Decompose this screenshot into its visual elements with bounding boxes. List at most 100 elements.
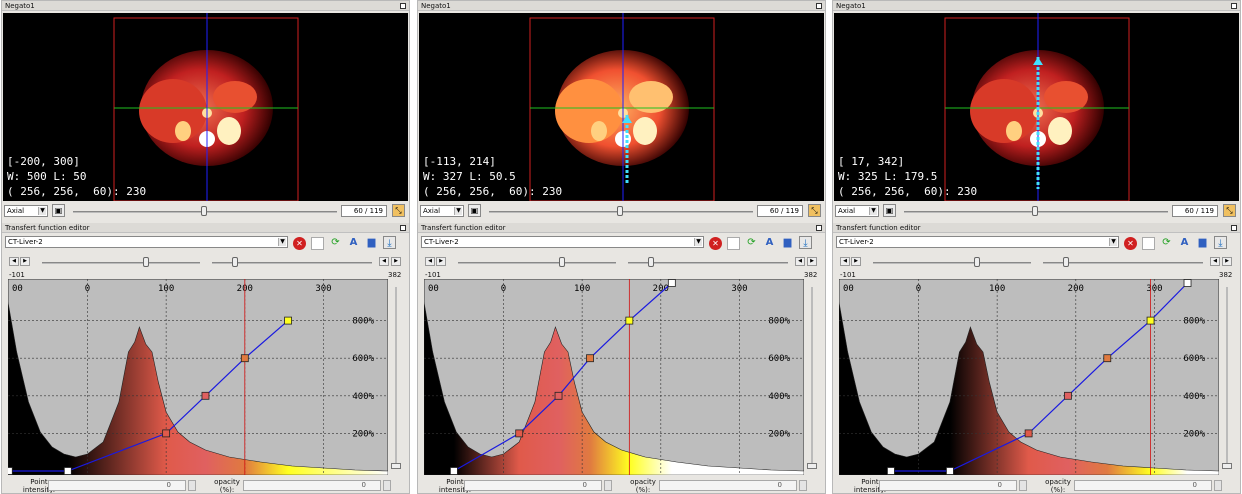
tf-level-slider[interactable] xyxy=(212,262,372,264)
save-icon[interactable]: ▆ xyxy=(367,237,376,248)
preset-value: CT-Liver-2 xyxy=(839,238,874,246)
negato-view[interactable]: [ 17, 342] W: 325 L: 179.5 ( 256, 256, 6… xyxy=(834,13,1239,201)
reset-view-icon[interactable]: ⤡ xyxy=(392,204,405,217)
camera-icon[interactable]: ▣ xyxy=(52,204,65,217)
range-min: -101 xyxy=(425,271,441,279)
refresh-icon[interactable]: ⟳ xyxy=(747,237,756,248)
opacity-range-slider[interactable] xyxy=(1226,287,1228,467)
scroll-right-icon[interactable]: ▶ xyxy=(1222,257,1232,266)
opacity-spinner[interactable] xyxy=(1214,480,1222,491)
opacity-field[interactable]: 0 xyxy=(243,480,381,491)
window-level-text: W: 327 L: 50.5 xyxy=(423,170,516,183)
chevron-down-icon: ▼ xyxy=(1109,238,1117,246)
scroll-right-icon[interactable]: ▶ xyxy=(807,257,817,266)
tf-window-slider-thumb[interactable] xyxy=(974,257,980,267)
tf-title: Transfert function editor xyxy=(836,224,921,232)
negato-view[interactable]: [-200, 300] W: 500 L: 50 ( 256, 256, 60)… xyxy=(3,13,408,201)
opacity-range-thumb[interactable] xyxy=(1222,463,1232,469)
opacity-spinner[interactable] xyxy=(383,480,391,491)
save-icon[interactable]: ▆ xyxy=(783,237,792,248)
new-file-icon[interactable] xyxy=(1142,237,1155,250)
orientation-select[interactable]: Axial ▼ xyxy=(835,205,879,217)
point-intensity-spinner[interactable] xyxy=(188,480,196,491)
tf-level-slider-thumb[interactable] xyxy=(1063,257,1069,267)
scroll-right-icon[interactable]: ▶ xyxy=(20,257,30,266)
scroll-left-icon[interactable]: ◀ xyxy=(379,257,389,266)
new-file-icon[interactable] xyxy=(727,237,740,250)
dock-icon[interactable] xyxy=(1231,225,1237,231)
point-intensity-field[interactable]: 0 xyxy=(48,480,186,491)
save-icon[interactable]: ▆ xyxy=(1198,237,1207,248)
preset-select[interactable]: CT-Liver-2 ▼ xyxy=(421,236,704,248)
scroll-left-icon[interactable]: ◀ xyxy=(425,257,435,266)
opacity-range-thumb[interactable] xyxy=(807,463,817,469)
refresh-icon[interactable]: ⟳ xyxy=(1162,237,1171,248)
import-icon[interactable]: ⤓ xyxy=(383,236,396,249)
rename-icon[interactable]: A xyxy=(349,237,358,248)
tf-window-slider[interactable] xyxy=(42,262,200,264)
transfer-point xyxy=(8,467,13,475)
overlay-text: [-113, 214] W: 327 L: 50.5 ( 256, 256, 6… xyxy=(423,154,562,199)
dock-icon[interactable] xyxy=(816,3,822,9)
rename-icon[interactable]: A xyxy=(1180,237,1189,248)
delete-icon[interactable]: ✕ xyxy=(709,237,722,250)
opacity-range-slider[interactable] xyxy=(811,287,813,467)
slice-slider-thumb[interactable] xyxy=(201,206,207,216)
dock-icon[interactable] xyxy=(816,225,822,231)
tf-level-slider-thumb[interactable] xyxy=(648,257,654,267)
rename-icon[interactable]: A xyxy=(765,237,774,248)
scroll-right-icon[interactable]: ▶ xyxy=(391,257,401,266)
opacity-field[interactable]: 0 xyxy=(659,480,797,491)
scroll-right-icon[interactable]: ▶ xyxy=(851,257,861,266)
x-tick-label: 00 xyxy=(12,284,23,294)
slice-slider-thumb[interactable] xyxy=(1032,206,1038,216)
transfer-point xyxy=(1146,316,1155,325)
scroll-right-icon[interactable]: ▶ xyxy=(436,257,446,266)
new-file-icon[interactable] xyxy=(311,237,324,250)
preset-select[interactable]: CT-Liver-2 ▼ xyxy=(836,236,1119,248)
scroll-left-icon[interactable]: ◀ xyxy=(840,257,850,266)
reset-view-icon[interactable]: ⤡ xyxy=(808,204,821,217)
opacity-range-thumb[interactable] xyxy=(391,463,401,469)
opacity-spinner[interactable] xyxy=(799,480,807,491)
opacity-field[interactable]: 0 xyxy=(1074,480,1212,491)
scroll-left-icon[interactable]: ◀ xyxy=(1210,257,1220,266)
view-frame xyxy=(529,17,715,201)
dock-icon[interactable] xyxy=(400,225,406,231)
tf-window-slider-thumb[interactable] xyxy=(559,257,565,267)
dock-icon[interactable] xyxy=(400,3,406,9)
camera-icon[interactable]: ▣ xyxy=(883,204,896,217)
delete-icon[interactable]: ✕ xyxy=(293,237,306,250)
reset-view-icon[interactable]: ⤡ xyxy=(1223,204,1236,217)
preset-select[interactable]: CT-Liver-2 ▼ xyxy=(5,236,288,248)
camera-icon[interactable]: ▣ xyxy=(468,204,481,217)
scroll-left-icon[interactable]: ◀ xyxy=(9,257,19,266)
scroll-left-icon[interactable]: ◀ xyxy=(795,257,805,266)
tf-window-slider[interactable] xyxy=(873,262,1031,264)
point-intensity-spinner[interactable] xyxy=(604,480,612,491)
transfer-point xyxy=(515,429,524,438)
import-icon[interactable]: ⤓ xyxy=(1214,236,1227,249)
point-intensity-field[interactable]: 0 xyxy=(879,480,1017,491)
tf-level-slider[interactable] xyxy=(1043,262,1203,264)
orientation-select[interactable]: Axial ▼ xyxy=(4,205,48,217)
tf-window-slider[interactable] xyxy=(458,262,616,264)
refresh-icon[interactable]: ⟳ xyxy=(331,237,340,248)
negato-view[interactable]: [-113, 214] W: 327 L: 50.5 ( 256, 256, 6… xyxy=(419,13,824,201)
transfer-point xyxy=(201,391,210,400)
tf-level-slider-thumb[interactable] xyxy=(232,257,238,267)
delete-icon[interactable]: ✕ xyxy=(1124,237,1137,250)
point-intensity-field[interactable]: 0 xyxy=(464,480,602,491)
tf-level-slider[interactable] xyxy=(628,262,788,264)
tf-window-slider-thumb[interactable] xyxy=(143,257,149,267)
import-icon[interactable]: ⤓ xyxy=(799,236,812,249)
point-intensity-spinner[interactable] xyxy=(1019,480,1027,491)
dock-icon[interactable] xyxy=(1231,3,1237,9)
opacity-range-slider[interactable] xyxy=(395,287,397,467)
orientation-select[interactable]: Axial ▼ xyxy=(420,205,464,217)
slice-slider-thumb[interactable] xyxy=(617,206,623,216)
slice-controls: Axial ▼ ▣ 60 / 119 ⤡ xyxy=(3,203,408,220)
